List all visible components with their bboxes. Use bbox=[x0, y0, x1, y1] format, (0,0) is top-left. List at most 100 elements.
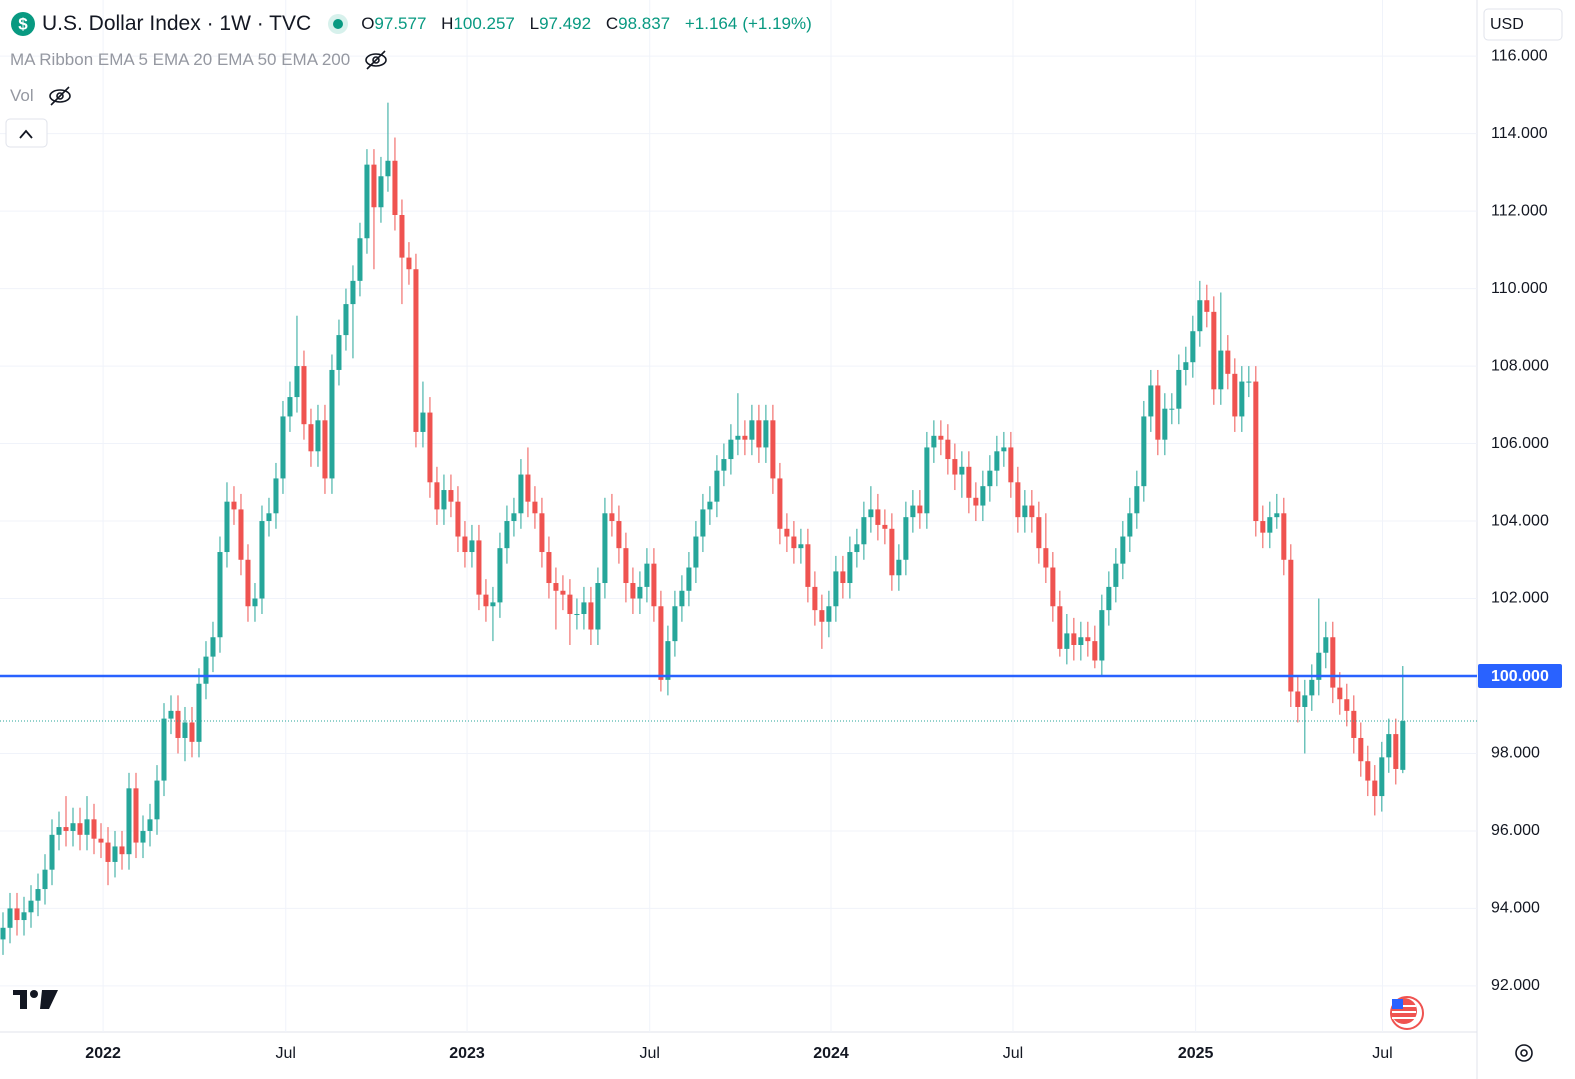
candle-body bbox=[1148, 385, 1154, 417]
candle-body bbox=[280, 416, 286, 479]
candle-body bbox=[1386, 734, 1392, 758]
candle-body bbox=[315, 420, 321, 452]
candle-body bbox=[406, 257, 412, 270]
candle-body bbox=[182, 722, 188, 738]
candle-body bbox=[42, 869, 48, 890]
candle-body bbox=[231, 501, 237, 510]
country-flag[interactable] bbox=[1390, 996, 1424, 1030]
y-tick-label: 108.000 bbox=[1491, 357, 1549, 374]
y-tick-label: 92.000 bbox=[1491, 977, 1540, 994]
candle-body bbox=[959, 466, 965, 475]
candle-body bbox=[770, 420, 776, 479]
candle-body bbox=[1113, 563, 1119, 587]
candle-body bbox=[945, 439, 951, 460]
candle-body bbox=[1155, 385, 1161, 440]
candle-body bbox=[896, 559, 902, 576]
candle-body bbox=[287, 397, 293, 417]
horizontal-line-label: 100.000 bbox=[1491, 668, 1549, 685]
collapse-button[interactable] bbox=[5, 118, 48, 148]
candle-body bbox=[798, 544, 804, 549]
candle-body bbox=[224, 501, 230, 553]
candle-body bbox=[910, 505, 916, 518]
candle-body bbox=[742, 435, 748, 440]
candle-body bbox=[588, 602, 594, 630]
candle-body bbox=[637, 586, 643, 599]
candle-body bbox=[77, 823, 83, 835]
candle-body bbox=[707, 501, 713, 510]
candle-body bbox=[1330, 637, 1336, 688]
candle-body bbox=[581, 602, 587, 615]
candle-body bbox=[392, 160, 398, 215]
candle-body bbox=[1344, 699, 1350, 711]
y-tick-label: 96.000 bbox=[1491, 822, 1540, 839]
candle-body bbox=[1064, 633, 1070, 649]
candle-body bbox=[763, 420, 769, 448]
x-tick-label: Jul bbox=[276, 1045, 296, 1062]
candle-body bbox=[658, 606, 664, 680]
candle-body bbox=[469, 540, 475, 553]
indicator-row[interactable]: MA Ribbon EMA 5 EMA 20 EMA 50 EMA 200 bbox=[10, 48, 390, 72]
candle-body bbox=[952, 459, 958, 475]
candles bbox=[0, 102, 1406, 955]
candle-body bbox=[245, 559, 251, 607]
indicator-row[interactable]: Vol bbox=[10, 84, 74, 108]
candle-body bbox=[826, 606, 832, 622]
symbol-title: U.S. Dollar Index · 1W · TVC bbox=[42, 12, 312, 35]
candle-body bbox=[1015, 482, 1021, 518]
candle-body bbox=[623, 548, 629, 584]
candle-body bbox=[735, 435, 741, 440]
candle-body bbox=[301, 366, 307, 425]
candle-body bbox=[602, 513, 608, 584]
high-value: 100.257 bbox=[453, 14, 515, 33]
candle-body bbox=[574, 614, 580, 616]
candle-body bbox=[119, 846, 125, 855]
candle-body bbox=[924, 447, 930, 514]
candle-body bbox=[1190, 331, 1196, 363]
hidden-icon[interactable] bbox=[46, 84, 74, 108]
candle-body bbox=[882, 524, 888, 529]
open-letter: O bbox=[361, 14, 375, 33]
candle-body bbox=[1337, 687, 1343, 700]
y-tick-label: 110.000 bbox=[1491, 280, 1548, 297]
candle-body bbox=[756, 420, 762, 448]
candle-body bbox=[1078, 637, 1084, 645]
candle-body bbox=[329, 369, 335, 479]
candle-body bbox=[1036, 517, 1042, 549]
candle-body bbox=[1260, 521, 1266, 533]
candle-body bbox=[70, 823, 76, 831]
candle-body bbox=[868, 509, 874, 518]
candle-body bbox=[1176, 369, 1182, 409]
y-tick-label: 116.000 bbox=[1491, 47, 1548, 64]
currency-button[interactable] bbox=[1483, 8, 1563, 41]
candle-body bbox=[1022, 505, 1028, 518]
candle-body bbox=[308, 424, 314, 452]
candle-body bbox=[497, 548, 503, 603]
low-letter: L bbox=[529, 14, 540, 33]
candle-body bbox=[133, 788, 139, 843]
candle-body bbox=[1050, 567, 1056, 607]
candle-body bbox=[168, 710, 174, 719]
settings-button[interactable] bbox=[1515, 1044, 1533, 1062]
candle-body bbox=[1393, 734, 1399, 769]
candle-body bbox=[749, 420, 755, 440]
close-value: 98.837 bbox=[618, 14, 671, 33]
candle-body bbox=[1309, 679, 1315, 696]
x-tick-label: 2025 bbox=[1178, 1045, 1214, 1062]
candle-body bbox=[210, 637, 216, 657]
candle-body bbox=[903, 517, 909, 560]
candle-body bbox=[1183, 362, 1189, 370]
candle-body bbox=[1197, 300, 1203, 332]
candle-body bbox=[840, 571, 846, 584]
candle-body bbox=[462, 536, 468, 553]
hidden-icon[interactable] bbox=[362, 48, 390, 72]
candle-body bbox=[861, 517, 867, 545]
candle-body bbox=[448, 490, 454, 502]
candle-body bbox=[84, 819, 90, 835]
candle-body bbox=[1281, 513, 1287, 560]
candle-body bbox=[1218, 350, 1224, 390]
indicator-label: Vol bbox=[10, 86, 34, 105]
candle-body bbox=[721, 459, 727, 471]
candle-body bbox=[238, 509, 244, 560]
candle-body bbox=[973, 497, 979, 506]
